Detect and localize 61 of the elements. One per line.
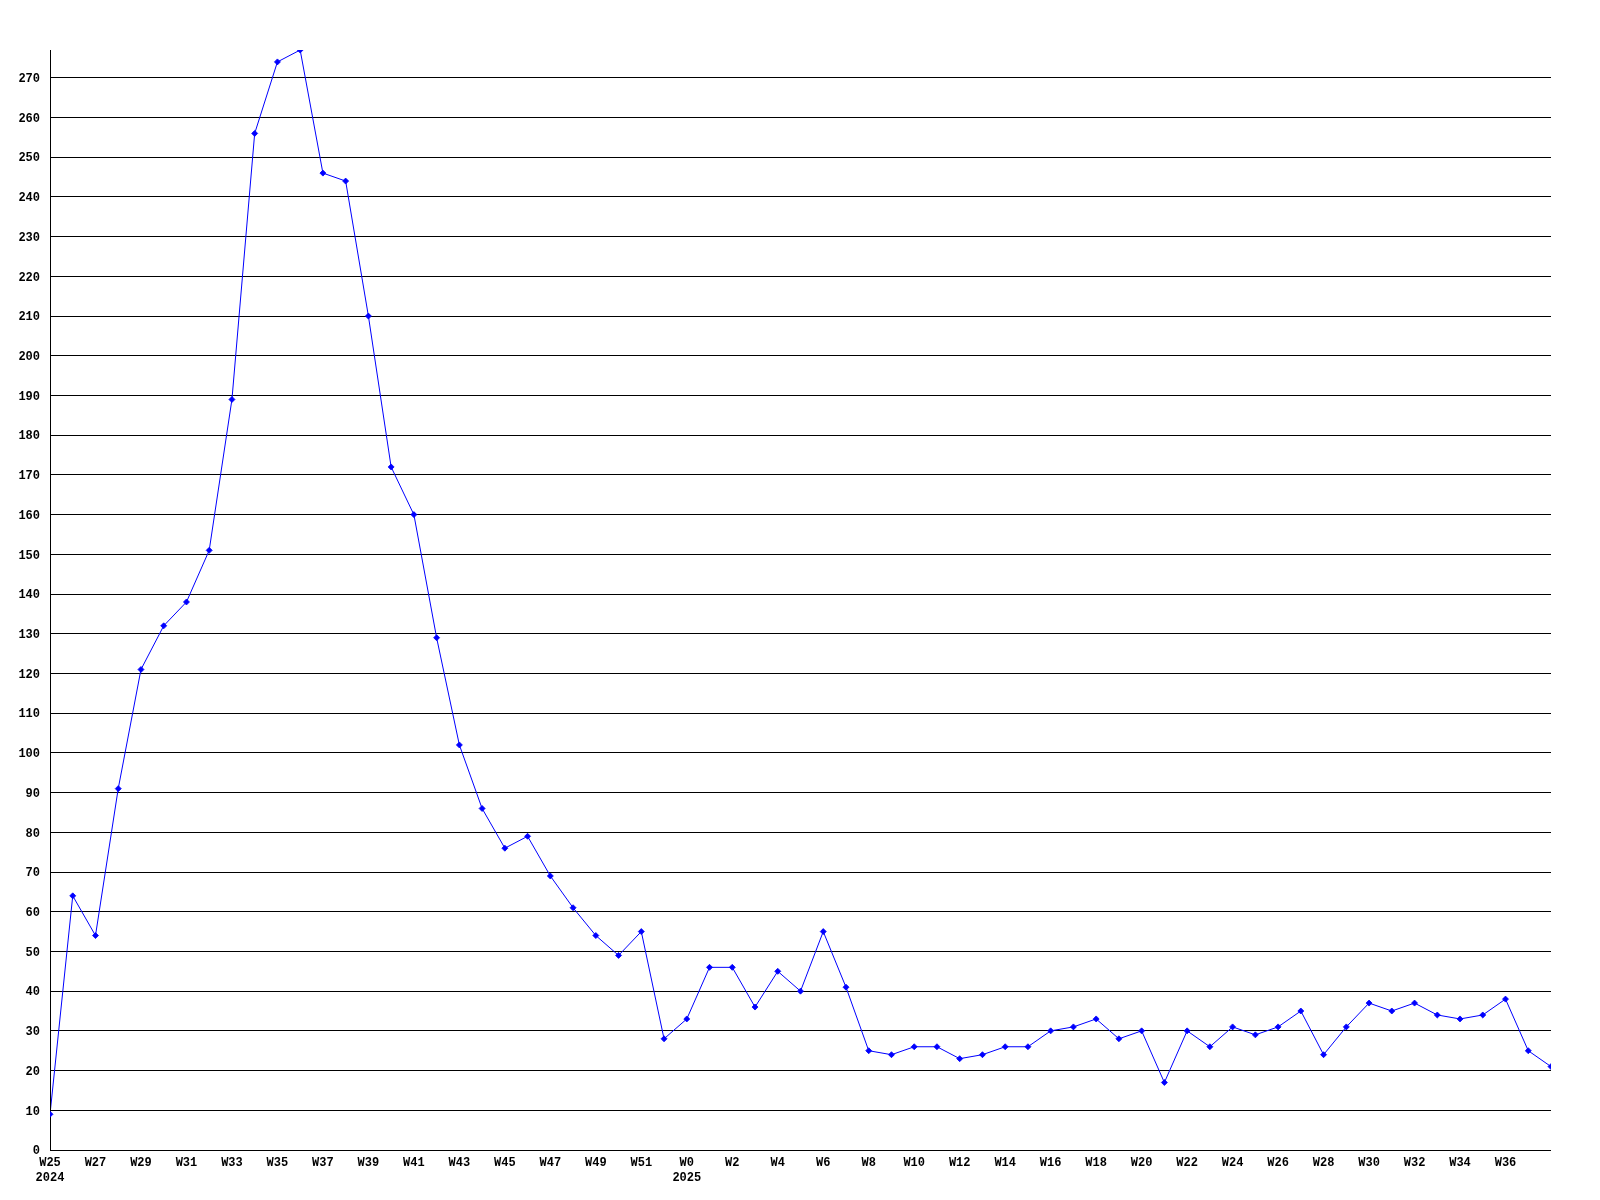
y-tick-label: 260 (18, 111, 40, 126)
y-tick-label: 90 (25, 786, 40, 801)
y-tick-label: 20 (25, 1064, 40, 1079)
x-tick-label: W47 (539, 1156, 562, 1170)
y-tick-label: 190 (18, 389, 40, 404)
x-tick-label: W43 (448, 1156, 471, 1170)
x-tick-label: W35 (266, 1156, 289, 1170)
y-tick-label: 210 (18, 310, 40, 325)
y-tick-label: 50 (25, 945, 40, 960)
x-tick-label: W41 (403, 1156, 425, 1170)
y-tick-label: 100 (18, 747, 40, 762)
y-tick-label: 120 (18, 667, 40, 682)
y-tick-label: 230 (18, 230, 40, 245)
x-tick-label: W51 (630, 1156, 653, 1170)
y-tick-label: 110 (18, 707, 40, 722)
x-tick-label: W2 (725, 1156, 740, 1170)
y-tick-label: 30 (25, 1025, 40, 1040)
x-tick-label: W34 (1449, 1156, 1471, 1170)
y-tick-label: 160 (18, 508, 40, 523)
x-tick-label: W18 (1085, 1156, 1107, 1170)
y-tick-label: 270 (18, 72, 40, 87)
y-tick-label: 150 (18, 548, 40, 563)
x-tick-label: W6 (816, 1156, 831, 1170)
x-tick-label: W37 (312, 1156, 334, 1170)
x-tick-label: W45 (494, 1156, 516, 1170)
y-tick-label: 240 (18, 191, 40, 206)
x-tick-label: W30 (1358, 1156, 1380, 1170)
x-tick-label: W0 2025 (672, 1156, 702, 1185)
x-tick-label: W24 (1221, 1156, 1244, 1170)
x-tick-label: W27 (84, 1156, 107, 1170)
x-tick-label: W33 (221, 1156, 243, 1170)
x-tick-label: W25 2024 (35, 1156, 65, 1185)
x-tick-label: W31 (175, 1156, 198, 1170)
x-tick-label: W28 (1312, 1156, 1335, 1170)
x-tick-label: W4 (770, 1156, 785, 1170)
y-tick-label: 140 (18, 588, 40, 603)
x-tick-label: W14 (994, 1156, 1016, 1170)
y-tick-label: 80 (25, 826, 40, 841)
x-tick-label: W16 (1039, 1156, 1062, 1170)
y-tick-label: 250 (18, 151, 40, 166)
x-tick-label: W22 (1176, 1156, 1198, 1170)
y-tick-label: 170 (18, 469, 40, 484)
y-tick-label: 220 (18, 270, 40, 285)
x-tick-label: W8 (861, 1156, 876, 1170)
y-tick-label: 70 (25, 866, 40, 881)
y-tick-label: 130 (18, 628, 40, 643)
y-tick-label: 200 (18, 350, 40, 365)
x-tick-label: W32 (1403, 1156, 1426, 1170)
x-tick-label: W26 (1267, 1156, 1289, 1170)
y-tick-label: 40 (25, 985, 40, 1000)
y-tick-label: 10 (25, 1104, 40, 1119)
x-tick-label: W49 (585, 1156, 607, 1170)
x-tick-label: W39 (357, 1156, 380, 1170)
x-tick-label: W10 (903, 1156, 926, 1170)
x-tick-label: W12 (948, 1156, 971, 1170)
y-tick-label: 60 (25, 905, 40, 920)
x-tick-label: W36 (1494, 1156, 1517, 1170)
x-tick-label: W29 (130, 1156, 152, 1170)
y-tick-label: 0 (32, 1144, 40, 1159)
x-tick-label: W20 (1130, 1156, 1153, 1170)
y-tick-label: 180 (18, 429, 40, 444)
